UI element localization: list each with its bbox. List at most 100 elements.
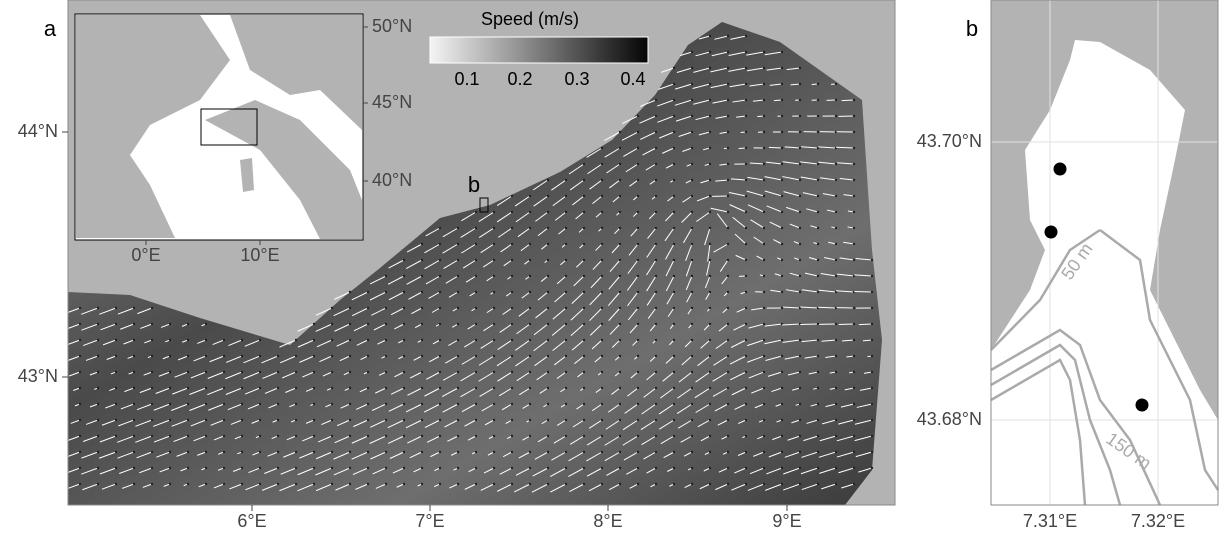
inset-box xyxy=(200,108,258,146)
arrow-head xyxy=(690,258,694,262)
arrow xyxy=(836,290,855,293)
arrow xyxy=(171,403,189,411)
arrow-head xyxy=(510,370,514,374)
arrow-head xyxy=(222,354,226,358)
arrow xyxy=(318,435,333,443)
arrow-head xyxy=(690,354,694,358)
arrow xyxy=(806,419,819,424)
arrow-head xyxy=(726,370,730,374)
arrow-head xyxy=(528,434,532,438)
arrow xyxy=(630,371,639,379)
arrow xyxy=(627,291,639,307)
arrow-head xyxy=(636,258,640,262)
arrow xyxy=(225,387,243,395)
arrow xyxy=(818,306,837,309)
arrow-head xyxy=(744,114,748,118)
arrow-head xyxy=(798,114,802,118)
arrow-head xyxy=(726,338,730,342)
arrow xyxy=(700,435,711,442)
arrow-head xyxy=(816,290,820,294)
arrow xyxy=(447,435,459,442)
arrow-head xyxy=(114,466,118,470)
arrow-head xyxy=(762,386,766,390)
arrow-head xyxy=(600,210,604,214)
arrow xyxy=(642,147,657,156)
arrow-head xyxy=(294,482,298,486)
arrow-head xyxy=(744,82,748,86)
arrow xyxy=(551,179,567,191)
arrow-head xyxy=(114,418,118,422)
arrow-head xyxy=(114,322,118,326)
arrow-head xyxy=(186,434,190,438)
arrow-head xyxy=(672,242,676,246)
arrow-head xyxy=(132,434,136,438)
arrow-head xyxy=(798,466,802,470)
arrow-head xyxy=(798,370,802,374)
arrow xyxy=(81,451,99,459)
arrow-head xyxy=(852,482,856,486)
arrow-head xyxy=(582,338,586,342)
arrow xyxy=(406,275,423,285)
arrow xyxy=(712,387,729,397)
arrow xyxy=(102,339,117,346)
arrow-head xyxy=(852,194,856,198)
arrow xyxy=(82,483,99,491)
arrow-head xyxy=(762,50,766,54)
arrow xyxy=(279,339,297,348)
arrow-head xyxy=(780,66,784,70)
arrow-head xyxy=(744,226,748,230)
arrow-head xyxy=(420,338,424,342)
arrow-head xyxy=(852,338,856,342)
arrow xyxy=(604,131,621,142)
arrow-head xyxy=(456,226,460,230)
arrow-head xyxy=(816,434,820,438)
arrow-head xyxy=(690,466,694,470)
arrow-head xyxy=(726,130,730,134)
arrow-head xyxy=(438,338,442,342)
arrow-head xyxy=(240,450,244,454)
arrow-head xyxy=(708,482,712,486)
arrow-head xyxy=(438,306,442,310)
arrow-head xyxy=(186,386,190,390)
arrow xyxy=(370,451,387,460)
arrow xyxy=(685,275,693,291)
arrow-head xyxy=(114,354,118,358)
arrow xyxy=(623,451,639,461)
arrow-head xyxy=(420,306,424,310)
arrow-head xyxy=(78,338,82,342)
arrow xyxy=(627,307,639,321)
arrow xyxy=(390,387,405,395)
arrow-head xyxy=(402,434,406,438)
arrow-head xyxy=(618,194,622,198)
arrow-head xyxy=(546,402,550,406)
arrow xyxy=(299,355,315,363)
arrow-head xyxy=(330,482,334,486)
arrow xyxy=(697,419,711,428)
arrow-head xyxy=(330,370,334,374)
arrow-head xyxy=(834,274,838,278)
arrow xyxy=(442,227,459,238)
arrow xyxy=(517,227,531,238)
arrow-head xyxy=(780,194,784,198)
arrow-head xyxy=(798,386,802,390)
arrow xyxy=(589,179,603,190)
arrow xyxy=(444,419,459,428)
arrow xyxy=(464,419,477,427)
arrow-head xyxy=(294,434,298,438)
arrow xyxy=(142,483,153,488)
arrow-head xyxy=(708,338,712,342)
colorbar-tick-label: 0.3 xyxy=(564,69,589,89)
arrow-head xyxy=(636,482,640,486)
inset-x-tick-label: 10°E xyxy=(240,245,279,265)
arrow xyxy=(360,355,369,360)
arrow xyxy=(370,419,387,428)
arrow-head xyxy=(312,354,316,358)
arrow-head xyxy=(852,178,856,182)
arrow xyxy=(764,190,783,197)
arrow xyxy=(839,177,855,181)
arrow xyxy=(773,239,783,245)
arrow xyxy=(89,403,99,408)
arrow xyxy=(738,419,747,425)
arrow-head xyxy=(96,402,100,406)
arrow-head xyxy=(546,306,550,310)
